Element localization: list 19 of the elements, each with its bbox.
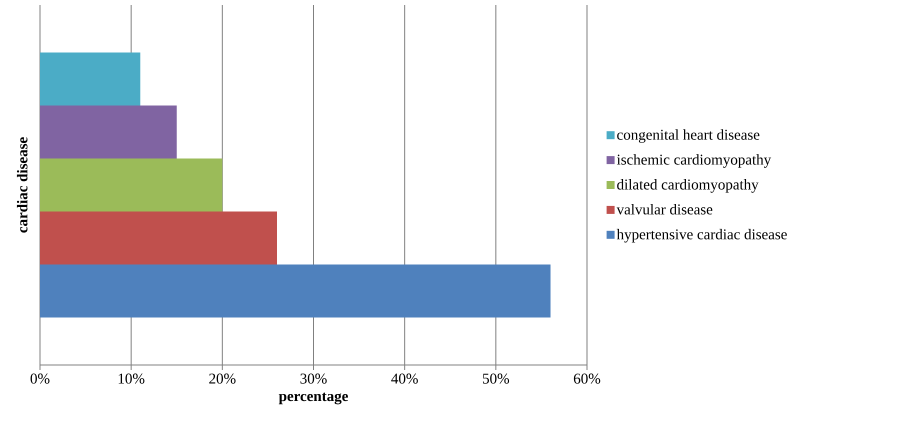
- bar: [40, 106, 177, 158]
- y-axis-title: cardiac disease: [16, 137, 28, 233]
- x-axis-title: percentage: [278, 392, 348, 404]
- x-tick-label: 10%: [118, 374, 144, 384]
- bar: [40, 158, 222, 212]
- legend-label: valvular disease: [616, 204, 712, 215]
- bar: [40, 264, 551, 318]
- x-tick-label: 40%: [391, 374, 418, 384]
- legend-label: congenital heart disease: [617, 129, 760, 143]
- legend-label: ischemic cardiomyopathy: [616, 154, 772, 168]
- x-tick-label: 30%: [300, 374, 327, 384]
- x-tick-label: 20%: [209, 374, 236, 384]
- legend-label: hypertensive cardiac disease: [616, 228, 787, 243]
- bar: [40, 52, 140, 106]
- legend-label: dilated cardiomyopathy: [617, 179, 759, 193]
- bar: [40, 212, 278, 265]
- x-tick-label: 50%: [482, 374, 510, 384]
- x-tick-label: 0%: [30, 374, 50, 384]
- x-tick-label: 60%: [574, 374, 600, 384]
